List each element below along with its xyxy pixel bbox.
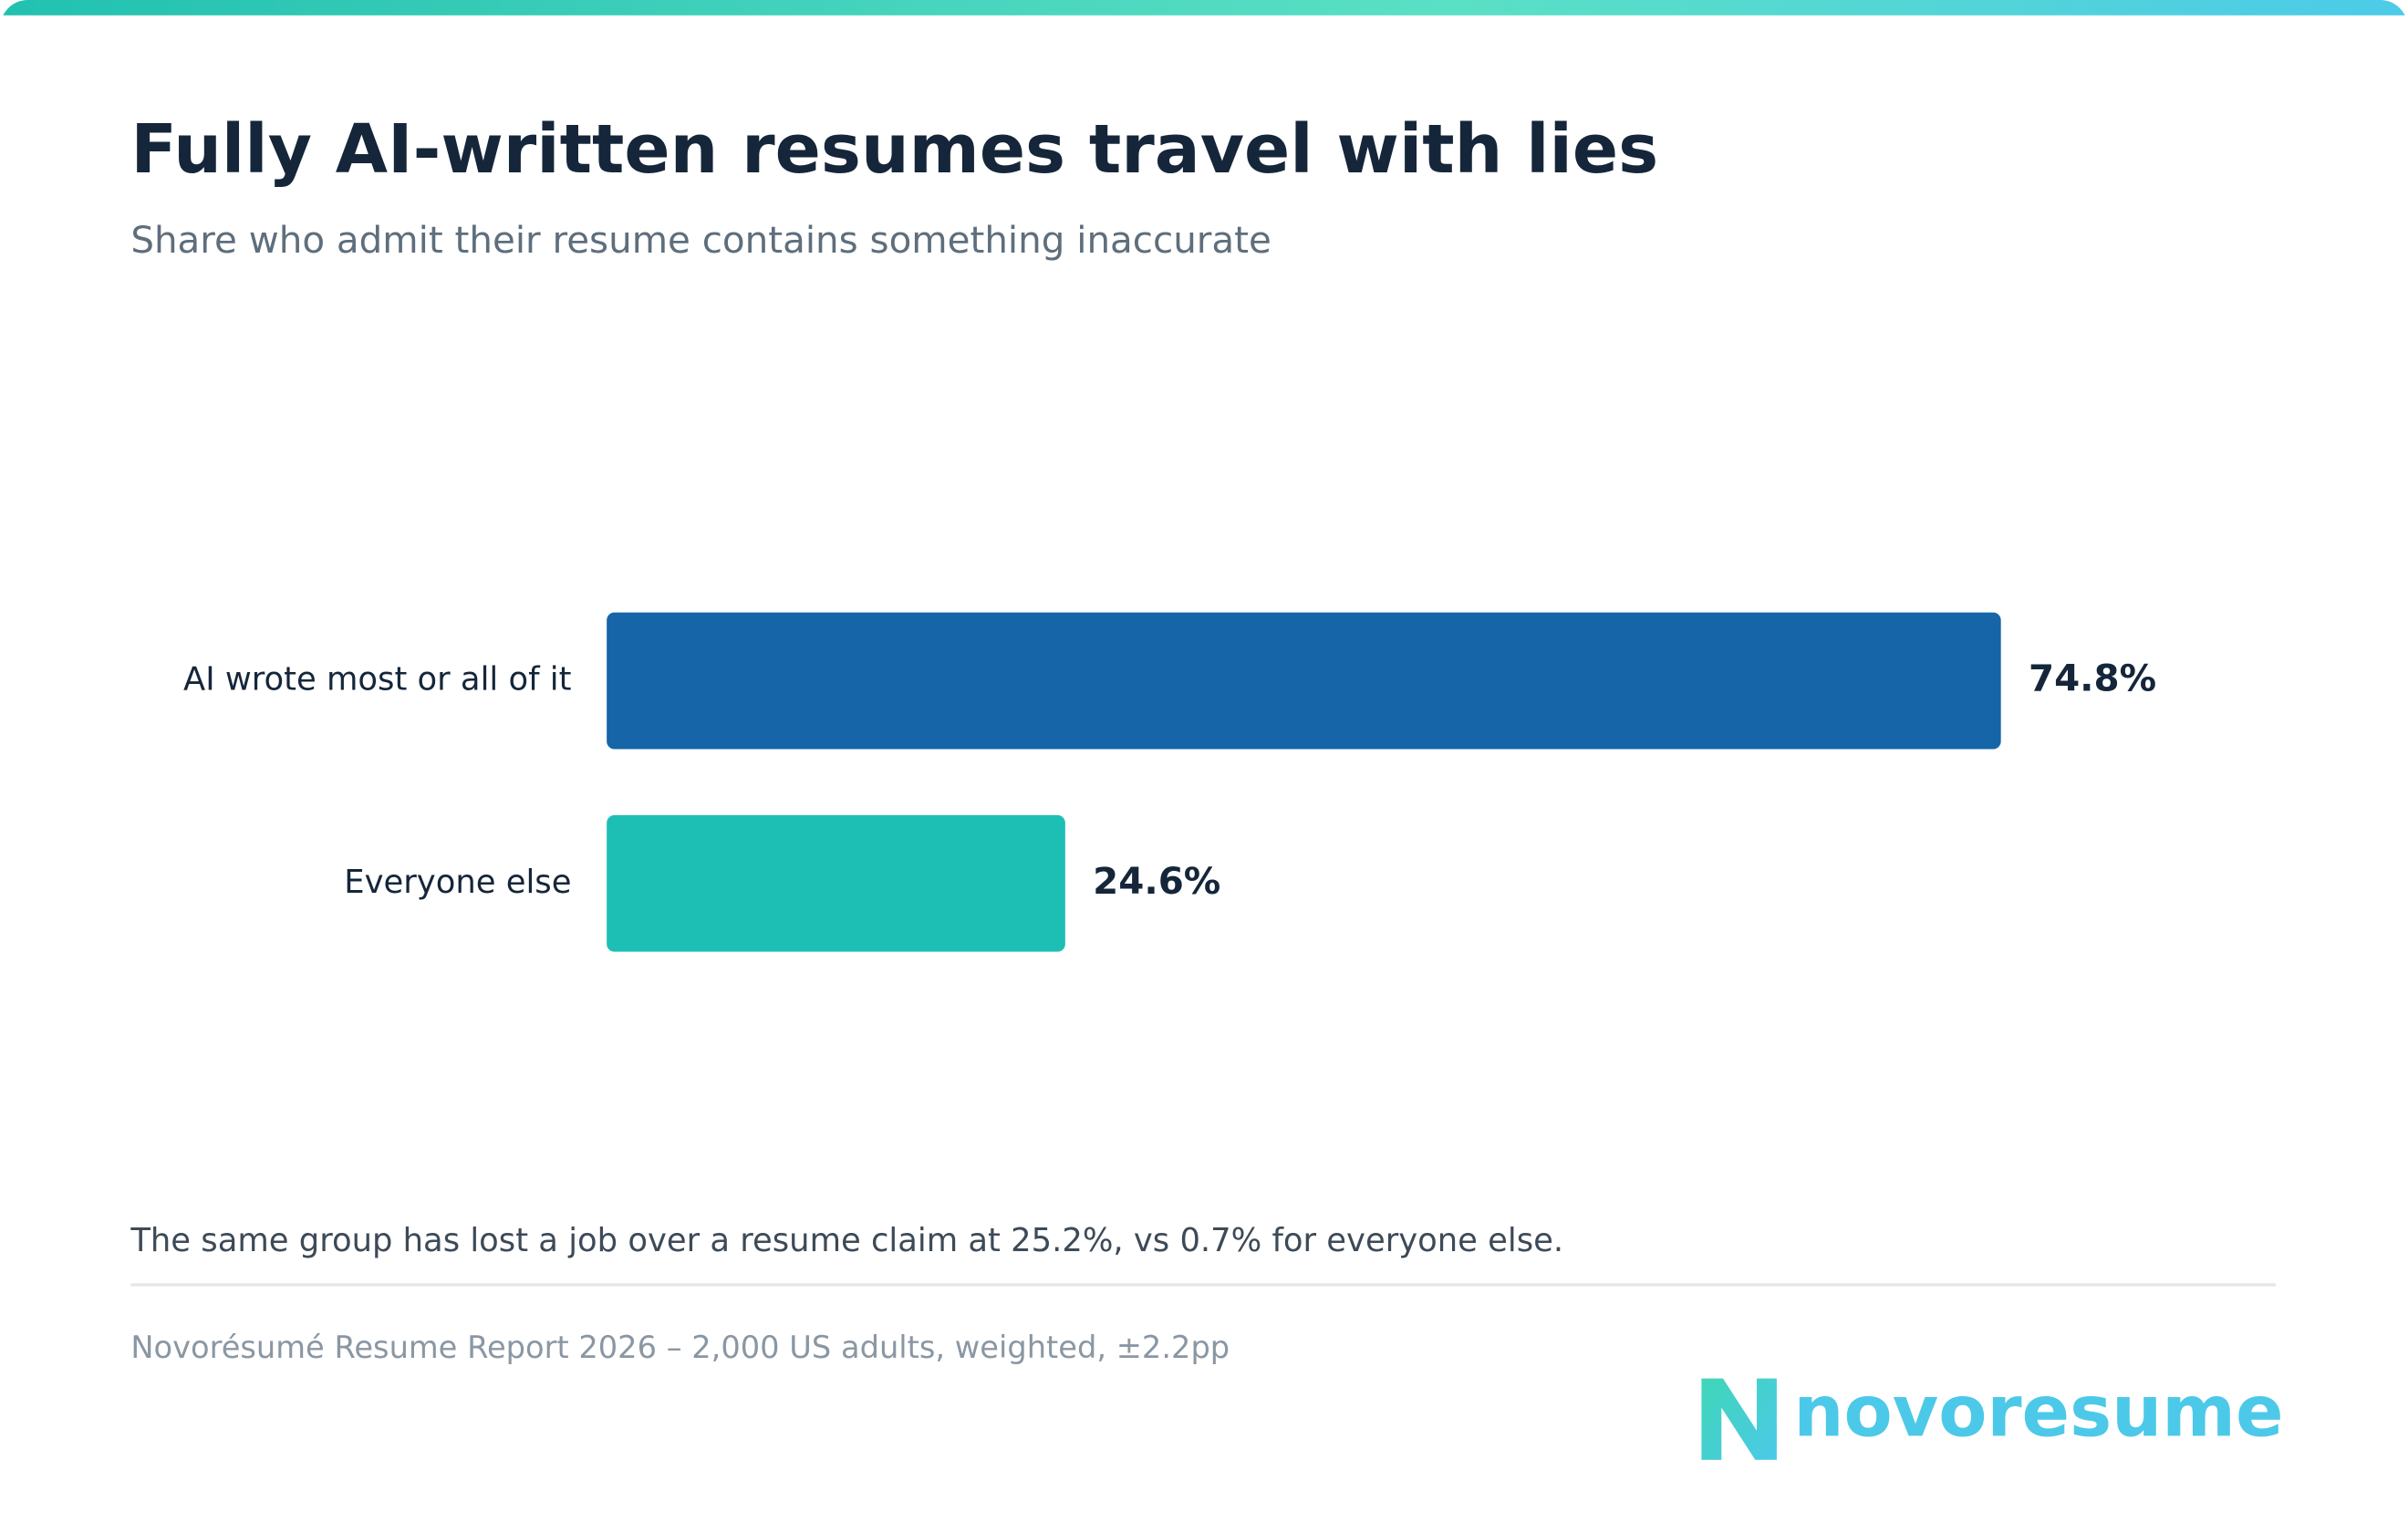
top-accent	[0, 0, 2408, 16]
brand-logo: novoresume	[1701, 1372, 2283, 1460]
bar	[607, 612, 2001, 750]
value-label: 24.6%	[1093, 859, 1220, 903]
note: The same group has lost a job over a res…	[130, 1222, 1563, 1259]
chart-subtitle: Share who admit their resume contains so…	[130, 218, 1271, 262]
source: Novorésumé Resume Report 2026 – 2,000 US…	[130, 1330, 1230, 1365]
bar	[607, 814, 1065, 952]
category-label: AI wrote most or all of it	[183, 661, 572, 699]
brand-name: novoresume	[1793, 1372, 2283, 1454]
category-label: Everyone else	[344, 864, 571, 901]
chart-title: Fully AI-written resumes travel with lie…	[130, 110, 1658, 189]
plot: AI wrote most or all of it 74.8% Everyone …	[183, 612, 2156, 952]
logo-icon	[1701, 1378, 1777, 1460]
value-label: 74.8%	[2029, 657, 2156, 700]
